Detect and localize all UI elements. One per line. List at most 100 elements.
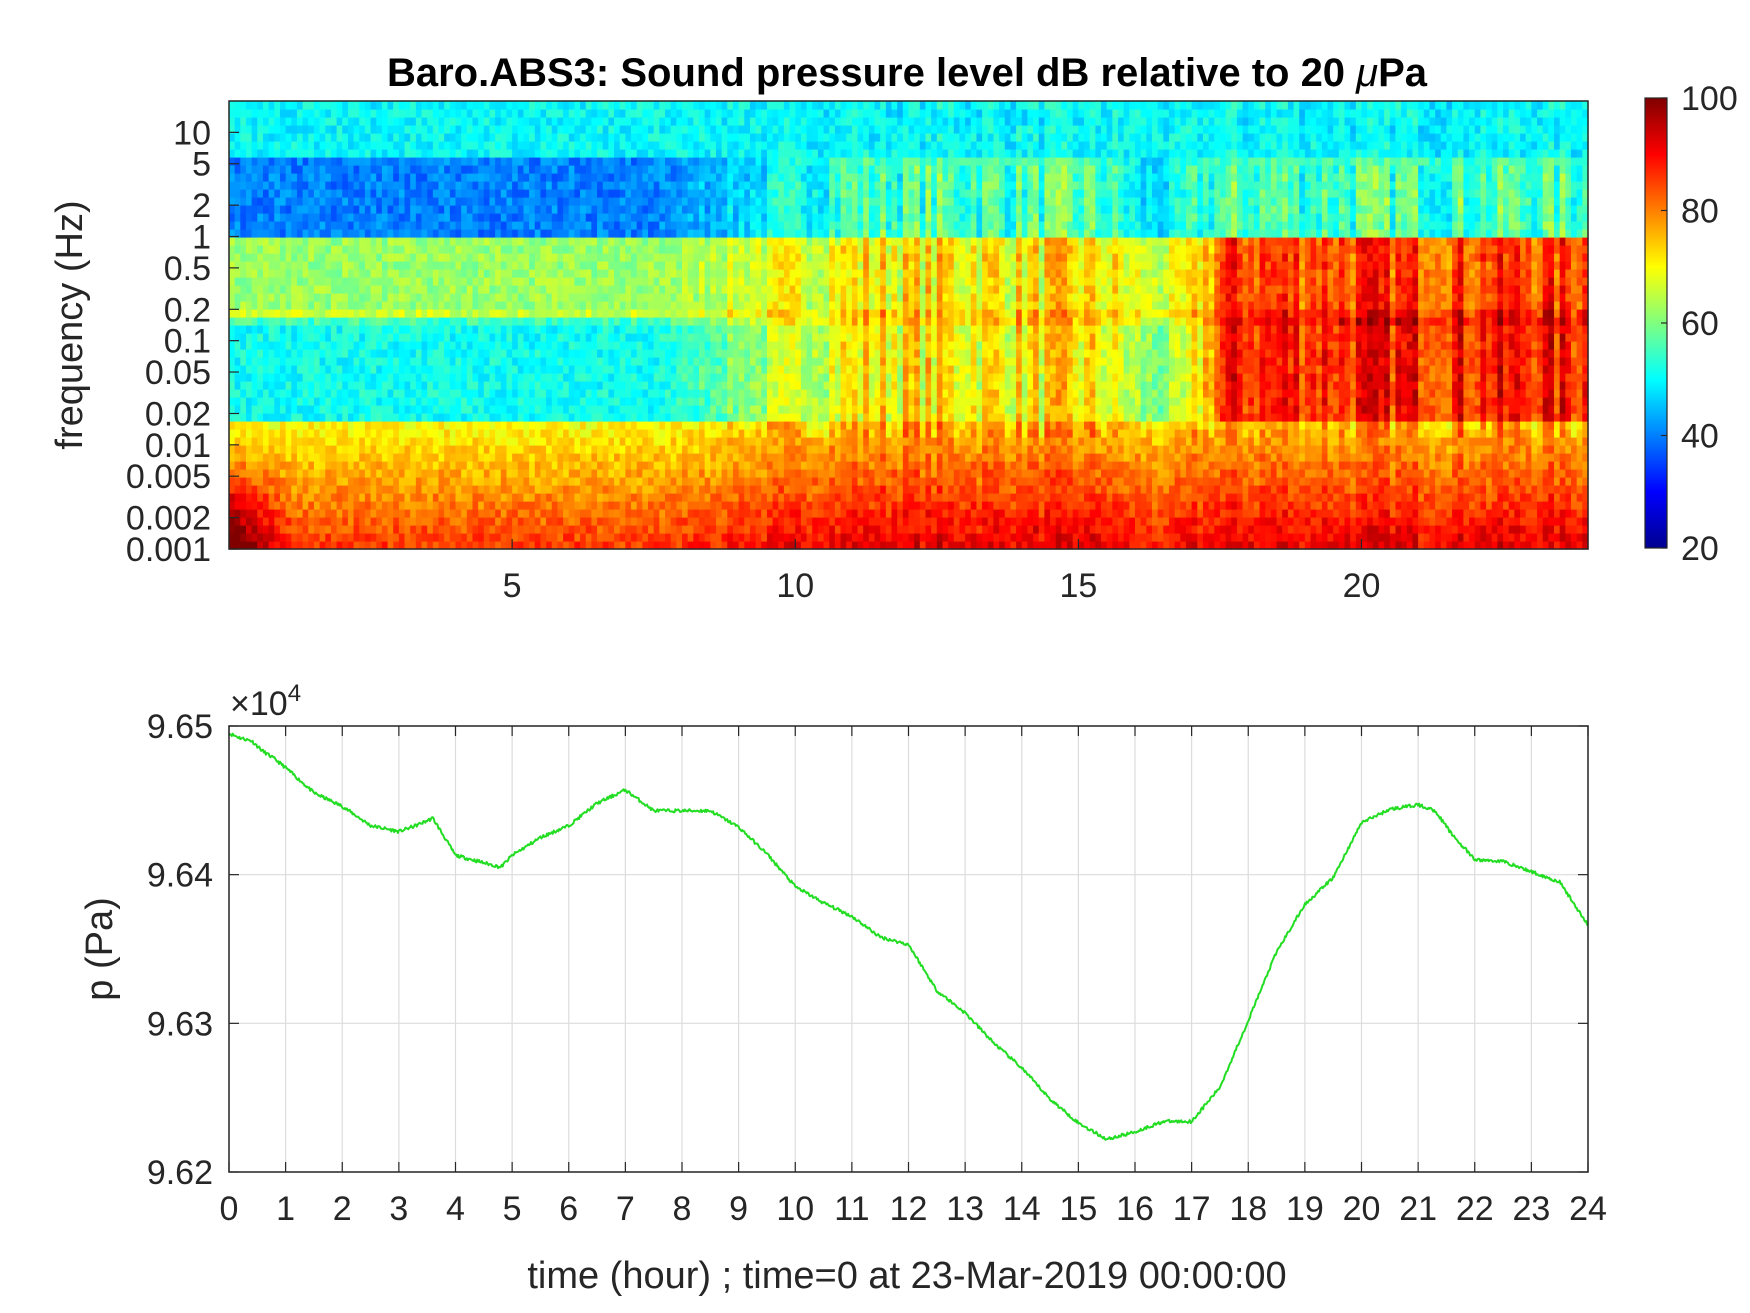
heatmap-cell <box>710 525 717 534</box>
heatmap-cell <box>517 141 525 150</box>
heatmap-cell <box>727 301 734 310</box>
heatmap-cell <box>296 133 304 142</box>
heatmap-cell <box>602 477 609 486</box>
heatmap-cell <box>715 309 723 318</box>
heatmap-cell <box>313 381 321 390</box>
heatmap-cell <box>291 461 298 470</box>
heatmap-cell <box>602 301 609 310</box>
heatmap-cell <box>415 101 423 110</box>
heatmap-cell <box>546 229 553 238</box>
heatmap-cell <box>330 525 338 534</box>
heatmap-cell <box>461 181 468 190</box>
heatmap-cell <box>523 429 530 438</box>
heatmap-cell <box>381 461 389 470</box>
heatmap-cell <box>296 517 304 526</box>
heatmap-cell <box>455 365 462 374</box>
heatmap-cell <box>682 421 689 430</box>
heatmap-cell <box>676 349 683 358</box>
heatmap-cell <box>721 189 728 198</box>
heatmap-cell <box>648 325 655 334</box>
heatmap-cell <box>619 293 626 302</box>
heatmap-cell <box>625 533 632 542</box>
heatmap-cell <box>534 325 542 334</box>
heatmap-cell <box>693 517 700 526</box>
heatmap-cell <box>574 269 581 278</box>
heatmap-cell <box>336 397 343 406</box>
heatmap-cell <box>342 205 349 214</box>
heatmap-cell <box>319 261 326 270</box>
heatmap-cell <box>262 125 270 134</box>
heatmap-cell <box>444 149 451 158</box>
heatmap-cell <box>529 525 536 534</box>
heatmap-cell <box>608 189 615 198</box>
heatmap-cell <box>687 405 694 414</box>
heatmap-cell <box>291 117 298 126</box>
heatmap-cell <box>404 413 411 422</box>
heatmap-cell <box>693 125 700 134</box>
heatmap-cell <box>432 485 440 494</box>
heatmap-cell <box>500 213 508 222</box>
heatmap-cell <box>472 533 479 542</box>
heatmap-cell <box>500 453 508 462</box>
heatmap-cell <box>693 541 700 550</box>
heatmap-cell <box>574 101 581 110</box>
heatmap-cell <box>432 173 440 182</box>
heatmap-cell <box>483 373 491 382</box>
heatmap-cell <box>721 221 728 230</box>
heatmap-cell <box>568 229 576 238</box>
heatmap-cell <box>313 245 321 254</box>
heatmap-cell <box>715 509 723 518</box>
heatmap-cell <box>540 525 547 534</box>
heatmap-cell <box>381 253 389 262</box>
heatmap-cell <box>659 229 666 238</box>
heatmap-cell <box>557 261 564 270</box>
heatmap-cell <box>704 541 711 550</box>
heatmap-cell <box>529 245 536 254</box>
heatmap-cell <box>421 373 428 382</box>
heatmap-cell <box>336 165 343 174</box>
heatmap-cell <box>421 269 428 278</box>
heatmap-cell <box>364 341 372 350</box>
heatmap-cell <box>432 125 440 134</box>
heatmap-cell <box>551 149 559 158</box>
heatmap-cell <box>279 285 287 294</box>
heatmap-cell <box>557 429 564 438</box>
heatmap-cell <box>353 453 360 462</box>
heatmap-cell <box>262 149 270 158</box>
heatmap-cell <box>376 293 383 302</box>
heatmap-cell <box>619 149 626 158</box>
heatmap-cell <box>393 213 400 222</box>
heatmap-cell <box>308 429 315 438</box>
heatmap-cell <box>517 485 525 494</box>
heatmap-cell <box>704 245 711 254</box>
heatmap-cell <box>319 301 326 310</box>
heatmap-cell <box>500 109 508 118</box>
heatmap-cell <box>715 165 723 174</box>
heatmap-cell <box>455 485 462 494</box>
heatmap-cell <box>342 485 349 494</box>
heatmap-cell <box>421 501 428 510</box>
heatmap-cell <box>546 333 553 342</box>
heatmap-cell <box>495 237 502 246</box>
heatmap-cell <box>540 205 547 214</box>
heatmap-cell <box>642 405 649 414</box>
heatmap-cell <box>715 293 723 302</box>
heatmap-cell <box>698 357 706 366</box>
heatmap-cell <box>636 133 643 142</box>
heatmap-cell <box>364 461 372 470</box>
heatmap-cell <box>517 317 525 326</box>
heatmap-cell <box>574 157 581 166</box>
heatmap-cell <box>721 133 728 142</box>
heatmap-cell <box>291 205 298 214</box>
heatmap-cell <box>597 517 604 526</box>
heatmap-cell <box>670 341 677 350</box>
heatmap-cell <box>682 285 689 294</box>
heatmap-cell <box>313 325 321 334</box>
heatmap-cell <box>234 285 241 294</box>
heatmap-cell <box>438 317 445 326</box>
heatmap-cell <box>245 341 253 350</box>
heatmap-cell <box>721 181 728 190</box>
heatmap-cell <box>432 373 440 382</box>
heatmap-cell <box>648 485 655 494</box>
heatmap-cell <box>268 197 275 206</box>
